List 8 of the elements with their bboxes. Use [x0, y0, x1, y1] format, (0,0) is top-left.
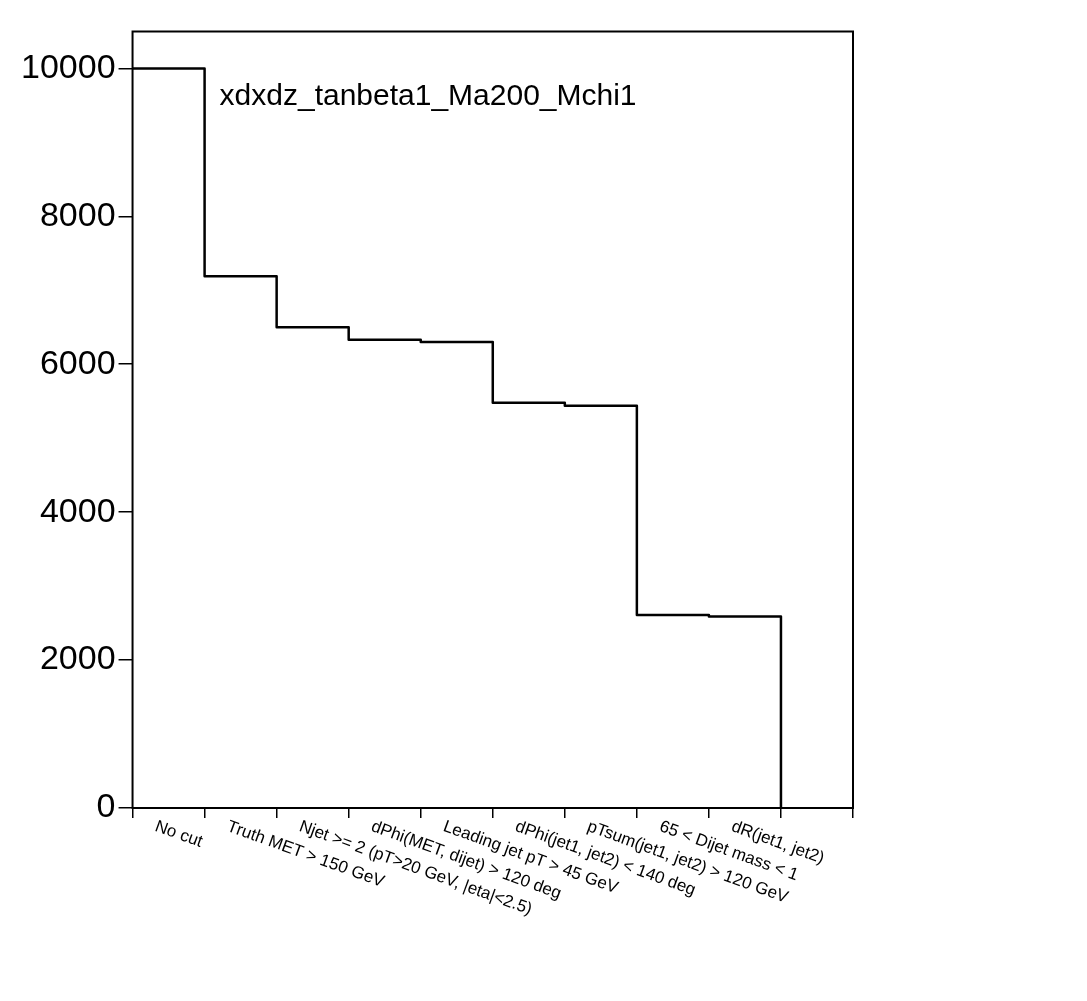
y-tick-label: 8000 — [39, 194, 116, 233]
y-tick-label: 0 — [96, 786, 116, 825]
annotation: xdxdz_tanbeta1_Ma200_Mchi1 — [219, 77, 637, 111]
y-tick-label: 4000 — [39, 490, 116, 529]
x-tick-label: No cut — [152, 816, 206, 852]
y-tick-label: 10000 — [21, 46, 116, 85]
y-tick-label: 6000 — [39, 342, 116, 381]
y-tick-label: 2000 — [39, 638, 116, 677]
